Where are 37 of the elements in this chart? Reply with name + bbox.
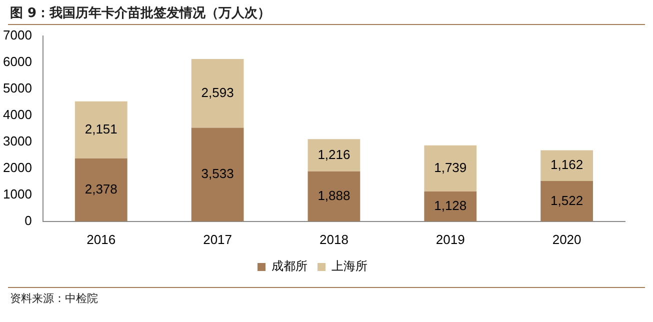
y-tick-label: 7000 (3, 27, 32, 42)
data-label: 1,216 (318, 146, 350, 162)
data-label: 1,739 (434, 160, 467, 176)
x-tick-label: 2019 (436, 232, 465, 247)
bar (540, 181, 593, 222)
legend-label: 成都所 (272, 259, 308, 274)
bar (424, 191, 477, 222)
x-tick-label: 2020 (552, 232, 582, 247)
data-label: 2,151 (84, 121, 118, 136)
x-tick-label: 2017 (203, 232, 232, 247)
y-tick-label: 6000 (3, 54, 32, 69)
y-tick-label: 5000 (3, 80, 32, 96)
bar (74, 101, 128, 158)
bar (74, 158, 128, 222)
bar (191, 128, 244, 222)
data-label: 3,533 (201, 166, 234, 182)
y-tick-label: 0 (24, 212, 32, 228)
bar (308, 171, 360, 222)
y-tick-label: 3000 (3, 133, 32, 148)
data-label: 1,128 (434, 198, 467, 214)
data-label: 1,162 (550, 157, 584, 172)
bar (424, 145, 477, 192)
bar (191, 58, 244, 128)
legend-label: 上海所 (332, 259, 368, 274)
x-tick-label: 2018 (320, 232, 348, 247)
data-label: 2,593 (201, 84, 234, 100)
text: 资料来源：中检院 (9, 291, 99, 307)
x-tick-label: 2016 (86, 232, 116, 247)
bar (308, 139, 360, 172)
chart-title: 图 9：我国历年卡介苗批签发情况（万人次） (9, 5, 272, 23)
y-tick-label: 2000 (3, 160, 32, 175)
bar (540, 150, 593, 182)
y-tick-label: 4000 (3, 106, 32, 122)
data-label: 1,888 (318, 188, 350, 203)
data-label: 1,522 (550, 192, 584, 208)
y-tick-label: 1000 (3, 186, 32, 202)
data-label: 2,378 (84, 181, 118, 196)
